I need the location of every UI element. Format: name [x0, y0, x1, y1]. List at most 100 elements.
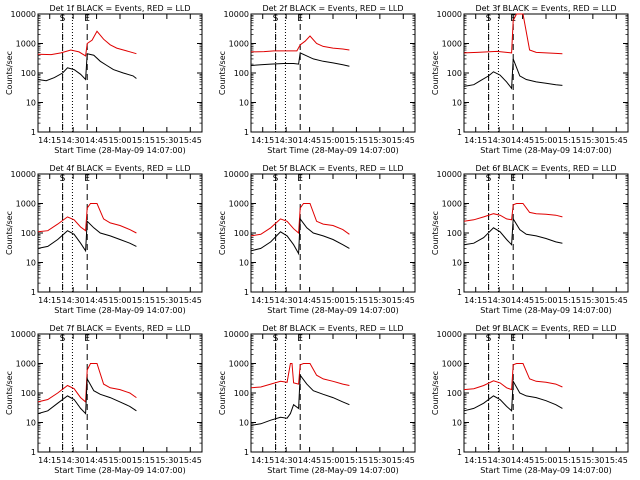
- marker-label-S: S: [273, 14, 279, 24]
- x-tick-label: 15:30: [581, 296, 604, 305]
- x-tick-label: 15:30: [155, 296, 178, 305]
- y-tick-label: 10000: [224, 10, 249, 19]
- x-tick-label: 15:15: [132, 296, 155, 305]
- chart-panel-5: Det 5f BLACK = Events, RED = LLD 1 10 100 10…: [218, 164, 416, 315]
- chart-panel-7: Det 7f BLACK = Events, RED = LLD 1 10 100 10…: [5, 324, 203, 475]
- y-axis-label: Counts/sec: [431, 371, 440, 415]
- x-tick-label: 14:15: [38, 456, 61, 465]
- y-tick-label: 10000: [224, 170, 249, 179]
- y-tick-label: 100: [21, 389, 36, 398]
- marker-label-E: E: [297, 334, 303, 344]
- y-tick-label: 1000: [229, 40, 249, 49]
- y-tick-label: 1000: [442, 200, 462, 209]
- marker-label-E: E: [84, 174, 90, 184]
- x-tick-label: 15:15: [558, 296, 581, 305]
- chart-title: Det 8f BLACK = Events, RED = LLD: [262, 324, 403, 333]
- x-tick-label: 15:15: [345, 136, 368, 145]
- x-axis-label: Start Time (28-May-09 14:07:00): [267, 466, 398, 475]
- x-tick-label: 15:45: [179, 136, 202, 145]
- series-line-black: [250, 52, 350, 67]
- y-tick-label: 1000: [16, 360, 36, 369]
- x-tick-label: 14:45: [85, 136, 108, 145]
- x-tick-label: 15:00: [108, 136, 131, 145]
- x-tick-label: 14:45: [511, 136, 534, 145]
- y-tick-label: 1: [31, 128, 36, 137]
- x-tick-label: 14:30: [488, 456, 511, 465]
- y-tick-label: 1: [244, 128, 249, 137]
- x-tick-label: 15:45: [392, 456, 415, 465]
- x-tick-label: 14:15: [464, 296, 487, 305]
- marker-label-E: E: [297, 14, 303, 24]
- x-axis-label: Start Time (28-May-09 14:07:00): [54, 146, 185, 155]
- marker-label-E: E: [510, 14, 516, 24]
- y-tick-label: 1000: [442, 360, 462, 369]
- x-tick-label: 15:45: [605, 296, 628, 305]
- chart-title: Det 7f BLACK = Events, RED = LLD: [49, 324, 190, 333]
- y-axis-label: Counts/sec: [5, 51, 14, 95]
- series-line-red: [463, 13, 563, 55]
- chart-title: Det 1f BLACK = Events, RED = LLD: [49, 4, 190, 13]
- marker-label-S: S: [486, 174, 492, 184]
- y-tick-label: 10: [26, 99, 36, 108]
- chart-panel-1: Det 1f BLACK = Events, RED = LLD 1 10 100 10…: [5, 4, 203, 155]
- series-line-black: [463, 379, 563, 412]
- y-tick-label: 10: [452, 99, 462, 108]
- series-line-red: [463, 203, 563, 222]
- y-axis-label: Counts/sec: [5, 211, 14, 255]
- series-line-red: [37, 203, 137, 234]
- chart-panel-4: Det 4f BLACK = Events, RED = LLD 1 10 100 10…: [5, 164, 203, 315]
- marker-label-E: E: [84, 14, 90, 24]
- x-tick-label: 14:45: [85, 456, 108, 465]
- y-tick-label: 1: [457, 288, 462, 297]
- y-tick-label: 10000: [11, 170, 36, 179]
- x-tick-label: 15:15: [558, 456, 581, 465]
- marker-label-S: S: [60, 14, 66, 24]
- x-tick-label: 15:45: [392, 296, 415, 305]
- x-tick-label: 14:15: [38, 136, 61, 145]
- x-tick-label: 15:45: [605, 136, 628, 145]
- series-line-red: [250, 203, 350, 237]
- y-tick-label: 10: [239, 99, 249, 108]
- x-tick-label: 14:45: [298, 456, 321, 465]
- chart-title: Det 9f BLACK = Events, RED = LLD: [475, 324, 616, 333]
- y-axis-label: Counts/sec: [218, 211, 227, 255]
- series-line-red: [250, 35, 350, 53]
- x-tick-label: 15:45: [392, 136, 415, 145]
- x-tick-label: 14:30: [62, 456, 85, 465]
- chart-title: Det 4f BLACK = Events, RED = LLD: [49, 164, 190, 173]
- x-tick-label: 15:30: [368, 136, 391, 145]
- series-line-red: [37, 363, 137, 403]
- x-tick-label: 15:45: [605, 456, 628, 465]
- x-tick-label: 15:30: [155, 456, 178, 465]
- y-tick-label: 1: [244, 288, 249, 297]
- y-tick-label: 1: [244, 448, 249, 457]
- y-tick-label: 1000: [16, 200, 36, 209]
- x-tick-label: 14:30: [275, 296, 298, 305]
- y-tick-label: 100: [234, 389, 249, 398]
- x-axis-label: Start Time (28-May-09 14:07:00): [480, 466, 611, 475]
- x-tick-label: 15:00: [321, 456, 344, 465]
- marker-label-E: E: [510, 174, 516, 184]
- series-line-black: [250, 217, 350, 256]
- y-tick-label: 100: [234, 229, 249, 238]
- y-tick-label: 100: [21, 229, 36, 238]
- x-tick-label: 14:30: [275, 456, 298, 465]
- x-tick-label: 14:45: [85, 296, 108, 305]
- x-tick-label: 15:15: [558, 136, 581, 145]
- x-axis-label: Start Time (28-May-09 14:07:00): [480, 306, 611, 315]
- x-tick-label: 14:30: [275, 136, 298, 145]
- x-tick-label: 14:15: [38, 296, 61, 305]
- x-tick-label: 14:30: [488, 296, 511, 305]
- x-tick-label: 15:00: [321, 136, 344, 145]
- x-tick-label: 15:30: [155, 136, 178, 145]
- y-tick-label: 10: [452, 259, 462, 268]
- y-tick-label: 100: [21, 69, 36, 78]
- x-tick-label: 15:45: [179, 456, 202, 465]
- marker-label-S: S: [486, 334, 492, 344]
- x-tick-label: 15:30: [581, 136, 604, 145]
- y-tick-label: 1000: [229, 360, 249, 369]
- x-tick-label: 15:00: [321, 296, 344, 305]
- series-line-black: [37, 220, 137, 253]
- x-tick-label: 15:00: [534, 136, 557, 145]
